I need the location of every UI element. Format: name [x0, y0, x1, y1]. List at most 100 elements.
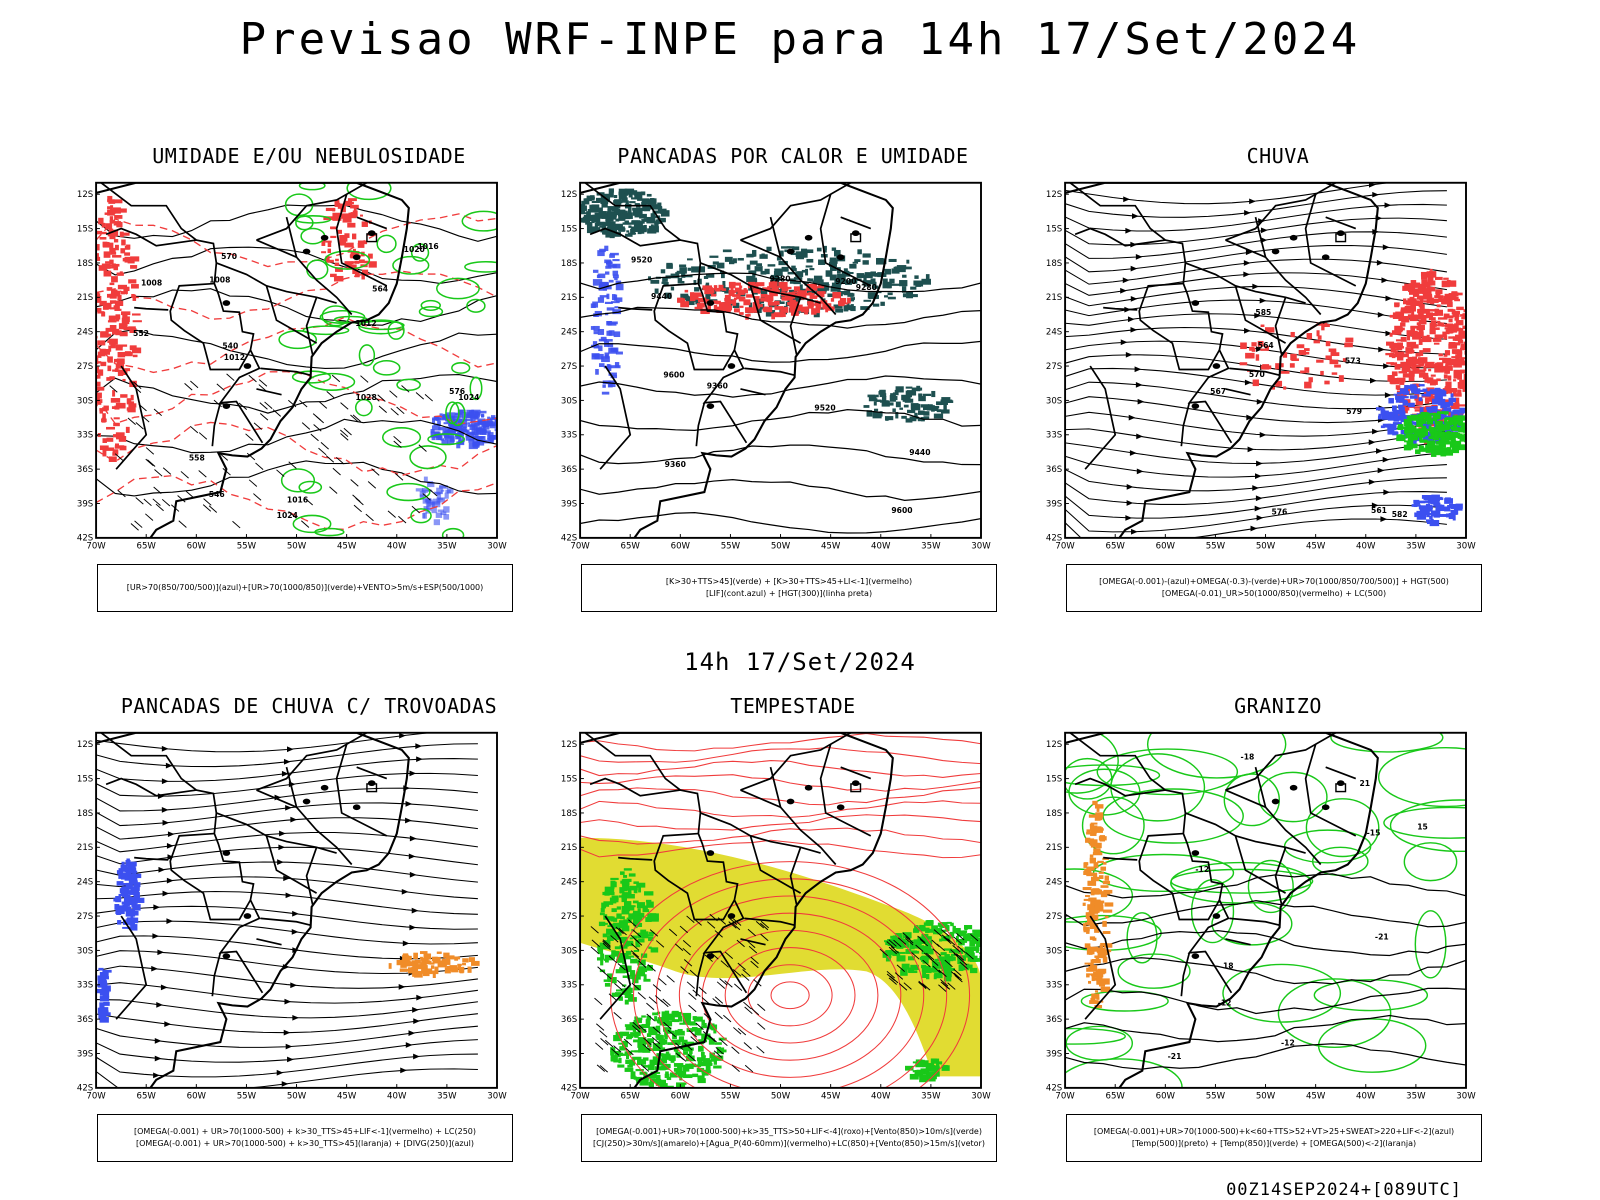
panel-legend: [OMEGA(-0.001)+UR>70(1000-500)+k<60+TTS>…	[1066, 1114, 1482, 1162]
panel-map: 9600 9600 9520 9520 9440 9440 9360 9360 9280 9280…	[561, 174, 1001, 551]
contour-label: 576	[1271, 507, 1287, 516]
lon-tick-label: 45W	[821, 1091, 841, 1101]
state-border	[695, 952, 706, 997]
panel-map: 12S 15S 18S 21S 24S 27S 30S 33S 36S 39S 42S 70W 65W 6…	[561, 724, 1001, 1101]
contour-label: 1028	[356, 393, 377, 402]
lon-tick-label: 60W	[671, 541, 691, 551]
contour-label: 573	[1345, 357, 1361, 366]
legend-line: [OMEGA(-0.01)_UR>50(1000/850)(vermelho) …	[1161, 589, 1387, 598]
lat-tick-label: 12S	[561, 740, 577, 750]
state-border	[100, 182, 264, 444]
lon-tick-label: 70W	[570, 541, 590, 551]
lon-tick-label: 55W	[721, 541, 741, 551]
legend-line: [OMEGA(-0.001) + UR>70(1000-500) + k>30_…	[133, 1127, 477, 1136]
lon-tick-label: 35W	[921, 1091, 941, 1101]
contour-line	[580, 774, 981, 792]
state-border	[840, 216, 872, 230]
shaded-area	[580, 188, 670, 239]
lat-tick-label: 36S	[561, 465, 577, 475]
coastline	[580, 732, 894, 1088]
shaded-area	[1082, 800, 1114, 1009]
lat-tick-label: 42S	[77, 1084, 93, 1094]
contour-label: 9600	[663, 371, 684, 380]
lat-tick-label: 12S	[77, 740, 93, 750]
state-border	[211, 402, 222, 447]
lon-tick-label: 65W	[1106, 541, 1126, 551]
lake-marker	[1289, 784, 1298, 791]
lon-tick-label: 65W	[621, 541, 641, 551]
contour-line	[1065, 1014, 1466, 1043]
lat-tick-label: 18S	[561, 259, 577, 269]
lat-tick-label: 42S	[561, 534, 577, 544]
panel-map: 585 582 579 576 573 570 567 564 561 12S 15S 18S 21S 2…	[1046, 174, 1486, 551]
contour-line	[1065, 957, 1466, 985]
contour-line	[96, 246, 497, 285]
lon-tick-label: 70W	[86, 1091, 106, 1101]
map-svg: -12 -12 -12 -15 -18 -21 -21 18 21 15 12S 15S 18S 21S 2…	[1046, 731, 1476, 1101]
contour-line	[96, 270, 497, 320]
state-border	[169, 832, 252, 921]
lake-marker	[786, 798, 795, 805]
subtitle-date: 14h 17/Set/2024	[684, 648, 916, 676]
map-frame	[1064, 181, 1467, 539]
state-border	[1138, 282, 1221, 371]
map-svg: 9600960095209520944094409360936092809280…	[561, 181, 991, 551]
contour-label: 1008	[141, 278, 162, 287]
lat-tick-label: 18S	[77, 259, 93, 269]
lake-marker	[1191, 953, 1200, 959]
contour-label: -15	[1367, 828, 1381, 837]
shaded-area	[677, 281, 851, 320]
state-border	[335, 193, 388, 287]
state-border	[169, 282, 252, 371]
lat-tick-label: 24S	[561, 328, 577, 338]
state-border	[265, 835, 318, 894]
state-border	[749, 835, 802, 894]
state-border	[100, 732, 264, 994]
legend-line: [OMEGA(-0.001)-(azul)+OMEGA(-0.3)-(verde…	[1099, 577, 1449, 586]
lon-tick-label: 30W	[971, 1091, 991, 1101]
state-border	[356, 216, 388, 230]
lon-tick-label: 30W	[971, 541, 991, 551]
df-border	[1335, 233, 1347, 243]
state-border	[1304, 743, 1357, 837]
panel-legend: [K>30+TTS>45](verde) + [K>30+TTS>45+LI<-…	[581, 564, 997, 612]
state-border	[769, 216, 782, 258]
contour-label: 558	[189, 454, 205, 463]
contour-line	[580, 787, 981, 806]
contour-label: 576	[449, 387, 465, 396]
panel-title: CHUVA	[1246, 144, 1310, 168]
lat-tick-label: 15S	[1046, 224, 1062, 234]
lake-marker	[222, 850, 231, 856]
lat-tick-label: 12S	[1046, 740, 1062, 750]
contour-label: 18	[1223, 962, 1234, 971]
lat-tick-label: 15S	[1046, 774, 1062, 784]
lat-tick-label: 30S	[77, 946, 93, 956]
lake-marker	[804, 234, 813, 241]
contour-label: -21	[1168, 1052, 1182, 1061]
shaded-area	[113, 858, 145, 931]
contour-label: 1016	[287, 496, 308, 505]
lake-marker	[1321, 254, 1330, 261]
contour-line	[1065, 987, 1466, 1015]
coastline	[1065, 732, 1379, 1088]
lon-tick-label: 70W	[570, 1091, 590, 1101]
lon-tick-label: 55W	[1206, 541, 1226, 551]
wind-vectors	[109, 373, 438, 531]
contour-line	[96, 328, 497, 370]
contour-line	[580, 375, 981, 398]
lat-tick-label: 24S	[561, 878, 577, 888]
state-border	[740, 789, 837, 866]
lat-tick-label: 21S	[77, 293, 93, 303]
lake-marker	[1321, 804, 1330, 811]
contour-line	[580, 814, 981, 831]
state-border	[256, 239, 353, 316]
state-border	[105, 227, 197, 247]
contour-line	[580, 512, 981, 534]
state-border	[769, 766, 782, 808]
contour-label: 9360	[665, 460, 686, 469]
lon-tick-label: 50W	[1256, 541, 1276, 551]
panel-umidade: UMIDADE E/OU NEBULOSIDADE 1008 1008 1012 10…	[77, 144, 539, 624]
legend-line: [UR>70(850/700/500)](azul)+[UR>70(1000/8…	[126, 583, 484, 592]
